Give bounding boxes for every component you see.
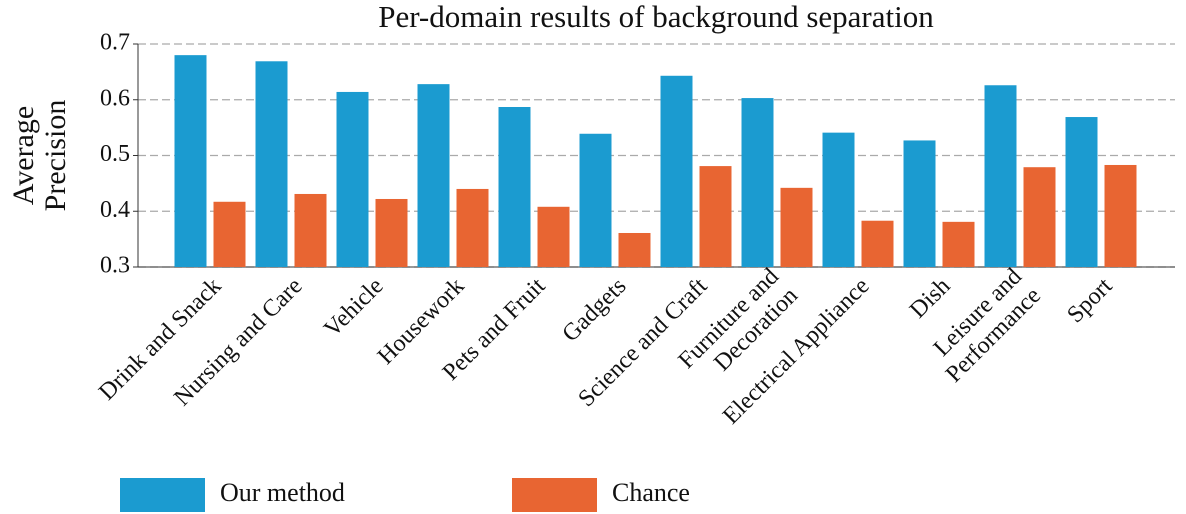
y-tick-label: 0.7: [100, 30, 130, 56]
bar: [1104, 164, 1137, 267]
bar: [1065, 117, 1098, 267]
y-axis-label: AveragePrecision: [7, 100, 72, 212]
bar: [699, 166, 732, 267]
bar: [903, 140, 936, 267]
legend-swatch: [120, 478, 205, 512]
x-tick-label: Sport: [1062, 273, 1117, 328]
bar: [1023, 167, 1056, 267]
legend-label: Chance: [612, 478, 690, 507]
y-tick-label: 0.3: [100, 253, 130, 279]
x-tick-label: Dish: [905, 273, 955, 323]
bar: [255, 61, 288, 267]
bar: [579, 133, 612, 267]
y-tick-label: 0.5: [100, 141, 130, 167]
bar: [336, 91, 369, 267]
y-tick-label: 0.6: [100, 85, 130, 111]
x-tick-label: Vehicle: [319, 273, 388, 342]
bar: [375, 198, 408, 267]
y-tick-label: 0.4: [100, 197, 130, 223]
bar: [822, 132, 855, 267]
legend-label: Our method: [220, 478, 345, 507]
bar: [741, 98, 774, 267]
bar: [618, 232, 651, 267]
bar: [174, 55, 207, 268]
bar: [942, 221, 975, 267]
legend-swatch: [512, 478, 597, 512]
chart-title: Per-domain results of background separat…: [378, 0, 934, 34]
bar: [213, 201, 246, 267]
bar: [984, 85, 1017, 267]
bar: [417, 84, 450, 267]
bar: [456, 188, 489, 267]
bar: [861, 220, 894, 267]
bar: [498, 106, 531, 267]
bar: [294, 193, 327, 267]
bar: [537, 206, 570, 267]
bar: [660, 75, 693, 267]
bar: [780, 187, 813, 267]
x-tick-label: Gadgets: [557, 273, 631, 347]
